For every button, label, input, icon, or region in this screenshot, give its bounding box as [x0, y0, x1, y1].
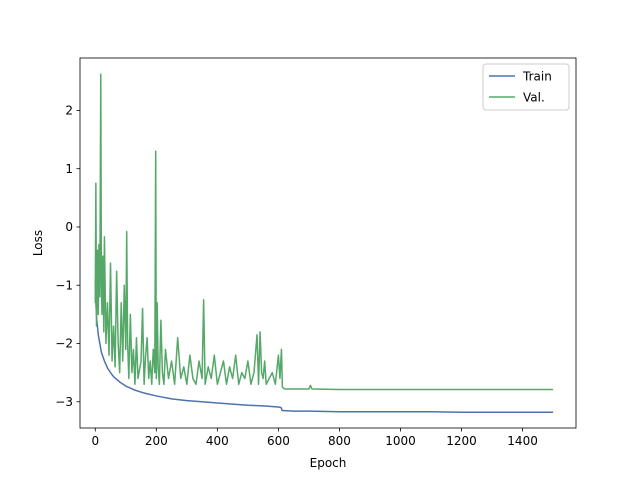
- x-tick-label: 0: [91, 434, 99, 448]
- legend: Train Val.: [482, 63, 570, 111]
- series-line-train: [94, 279, 554, 414]
- x-tick-label: 1200: [446, 434, 477, 448]
- legend-label: Train: [522, 69, 552, 83]
- x-tick-label: 800: [328, 434, 351, 448]
- y-tick-label: −2: [55, 337, 73, 351]
- y-tick-label: −1: [55, 278, 73, 292]
- x-tick-label: 1000: [385, 434, 416, 448]
- series-line-val: [94, 73, 554, 391]
- x-tick-label: 400: [206, 434, 229, 448]
- y-tick-label: −3: [55, 395, 73, 409]
- y-axis: −3 −2 −1 0 1 2: [55, 104, 80, 409]
- y-tick-label: 1: [65, 162, 73, 176]
- y-tick-label: 2: [65, 104, 73, 118]
- y-axis-label: Loss: [31, 230, 45, 256]
- x-axis: 0 200 400 600 800 1000 1200 1400: [91, 428, 538, 448]
- x-tick-label: 200: [145, 434, 168, 448]
- y-tick-label: 0: [65, 220, 73, 234]
- x-tick-label: 600: [267, 434, 290, 448]
- plot-frame: [79, 57, 577, 429]
- legend-label: Val.: [523, 90, 545, 104]
- x-tick-label: 1400: [507, 434, 538, 448]
- x-axis-label: Epoch: [310, 456, 347, 470]
- series-layer: [94, 73, 554, 414]
